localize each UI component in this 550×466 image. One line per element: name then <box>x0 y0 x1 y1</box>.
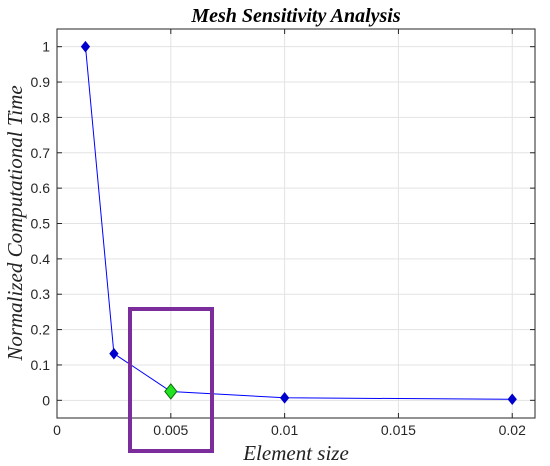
data-point <box>109 347 119 360</box>
x-tick-label: 0.01 <box>271 422 298 438</box>
x-tick-label: 0.02 <box>499 422 526 438</box>
y-tick-label: 0.1 <box>31 357 51 373</box>
y-tick-label: 0.2 <box>31 322 51 338</box>
x-tick-label: 0 <box>53 422 61 438</box>
data-point <box>80 40 91 53</box>
series <box>80 40 517 406</box>
data-point <box>507 393 517 406</box>
chart-title: Mesh Sensitivity Analysis <box>190 5 401 27</box>
data-point <box>279 392 290 404</box>
ticks: 0 0.005 0.01 0.015 0.02 0 0.1 0.2 0.3 0.4 0.5 0.6 0.… <box>31 29 535 438</box>
y-tick-label: 0 <box>42 392 50 408</box>
y-tick-label: 0.3 <box>31 286 51 302</box>
highlighted-data-point <box>164 383 178 400</box>
y-tick-label: 0.9 <box>31 74 51 90</box>
y-tick-label: 0.4 <box>31 251 51 267</box>
y-tick-label: 0.6 <box>31 180 51 196</box>
y-axis-label: Normalized Computational Time <box>3 85 27 361</box>
x-tick-label: 0.015 <box>381 422 416 438</box>
y-tick-label: 1 <box>42 39 50 55</box>
highlight-box <box>128 307 214 453</box>
y-tick-label: 0.7 <box>31 145 51 161</box>
grid <box>56 29 535 418</box>
x-tick-label: 0.005 <box>153 422 188 438</box>
y-tick-label: 0.8 <box>31 109 51 125</box>
y-tick-label: 0.5 <box>31 216 51 232</box>
x-axis-label: Element size <box>242 441 349 465</box>
